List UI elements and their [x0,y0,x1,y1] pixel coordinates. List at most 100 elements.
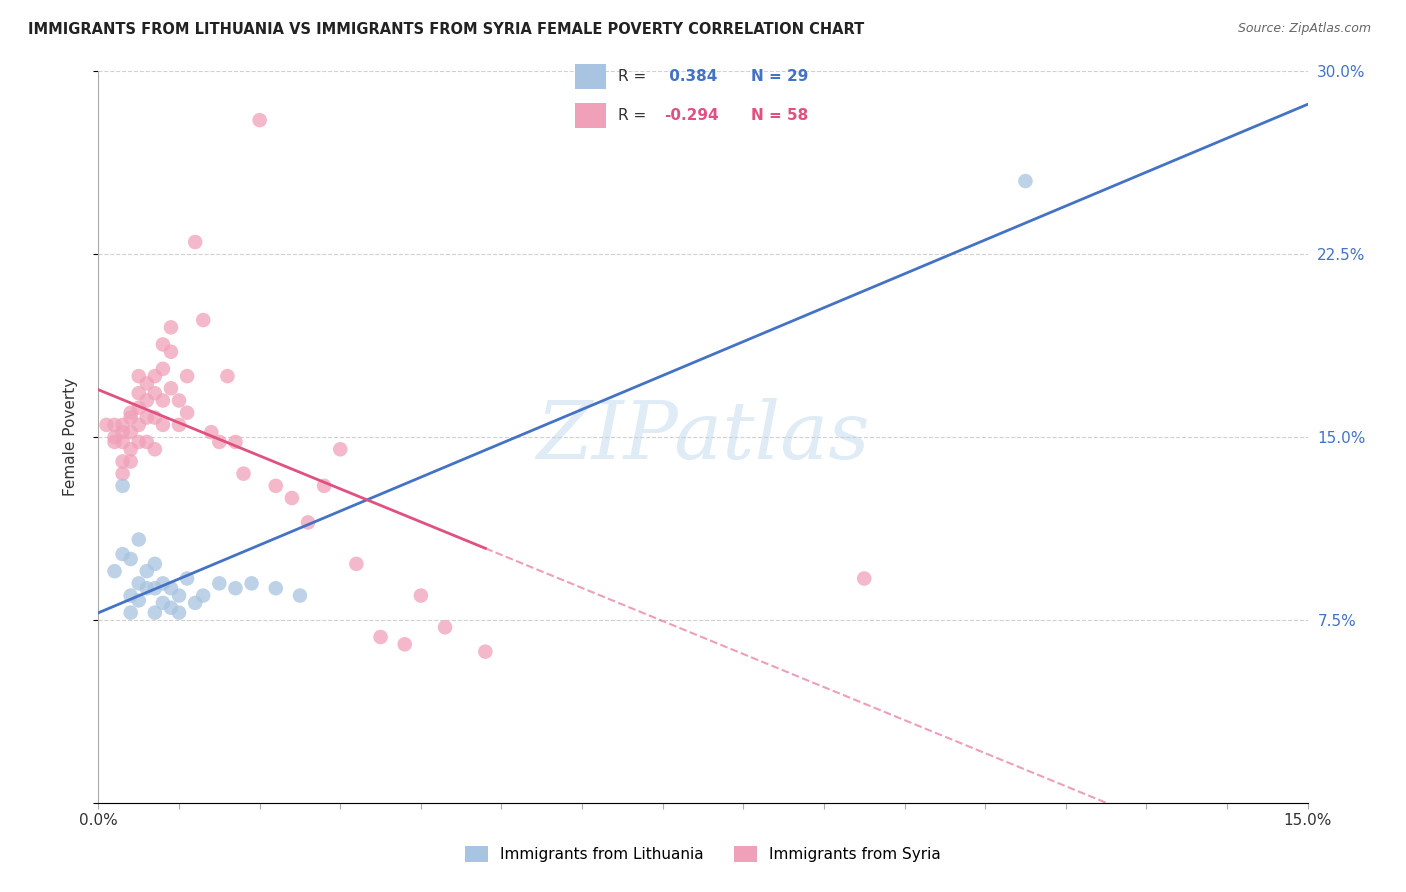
Point [224,434,246,449]
Point [853,572,876,586]
Point [224,581,246,595]
Point [143,386,166,401]
Point [394,637,416,651]
Point [152,417,174,432]
Point [111,434,134,449]
Point [281,491,304,505]
Point [329,442,352,457]
Point [152,337,174,351]
Point [176,369,198,384]
Point [208,434,231,449]
Point [111,454,134,468]
Point [160,581,183,595]
Point [160,600,183,615]
Point [103,564,125,578]
Point [111,425,134,440]
Text: N = 29: N = 29 [751,69,808,84]
Point [120,552,142,566]
Text: ZIPatlas: ZIPatlas [536,399,870,475]
Point [120,589,142,603]
Point [193,589,215,603]
Point [167,393,190,408]
Y-axis label: Female Poverty: Female Poverty [63,378,77,496]
Point [128,533,150,547]
Point [103,434,125,449]
Point [160,381,183,395]
Point [135,564,157,578]
Point [111,547,134,561]
Point [111,417,134,432]
Point [128,369,150,384]
Point [103,430,125,444]
Point [128,434,150,449]
Text: N = 58: N = 58 [751,108,808,123]
Point [111,479,134,493]
Point [370,630,392,644]
Point [103,417,125,432]
Point [160,320,183,334]
Legend: Immigrants from Lithuania, Immigrants from Syria: Immigrants from Lithuania, Immigrants fr… [458,840,948,868]
Point [143,581,166,595]
Point [264,479,287,493]
Text: R =: R = [619,69,647,84]
Point [167,589,190,603]
Point [120,606,142,620]
Point [96,417,118,432]
Point [193,313,215,327]
Point [344,557,367,571]
Point [143,369,166,384]
FancyBboxPatch shape [575,63,606,89]
Point [128,576,150,591]
Point [152,596,174,610]
Point [143,442,166,457]
Point [297,516,319,530]
Point [135,376,157,391]
Point [120,410,142,425]
Point [152,576,174,591]
Point [200,425,222,440]
Text: Source: ZipAtlas.com: Source: ZipAtlas.com [1237,22,1371,36]
Point [288,589,311,603]
Point [111,467,134,481]
Point [128,593,150,607]
Point [1014,174,1036,188]
Text: R =: R = [619,108,647,123]
Point [135,410,157,425]
Text: 0.384: 0.384 [665,69,718,84]
Point [143,557,166,571]
Point [249,113,271,128]
Point [143,410,166,425]
Point [184,235,207,249]
Text: -0.294: -0.294 [665,108,718,123]
Point [120,454,142,468]
Point [120,406,142,420]
Point [434,620,457,634]
Point [409,589,432,603]
Point [314,479,336,493]
Point [167,606,190,620]
Point [135,393,157,408]
Point [135,581,157,595]
Point [176,406,198,420]
Point [208,576,231,591]
Point [135,434,157,449]
Point [176,572,198,586]
Point [160,344,183,359]
Point [240,576,263,591]
Point [474,645,496,659]
Point [184,596,207,610]
FancyBboxPatch shape [575,103,606,128]
Point [143,606,166,620]
Point [217,369,239,384]
Point [120,442,142,457]
Point [128,417,150,432]
Point [152,361,174,376]
Point [128,386,150,401]
Text: IMMIGRANTS FROM LITHUANIA VS IMMIGRANTS FROM SYRIA FEMALE POVERTY CORRELATION CH: IMMIGRANTS FROM LITHUANIA VS IMMIGRANTS … [28,22,865,37]
Point [128,401,150,415]
Point [232,467,254,481]
Point [264,581,287,595]
Point [167,417,190,432]
Point [152,393,174,408]
Point [120,425,142,440]
